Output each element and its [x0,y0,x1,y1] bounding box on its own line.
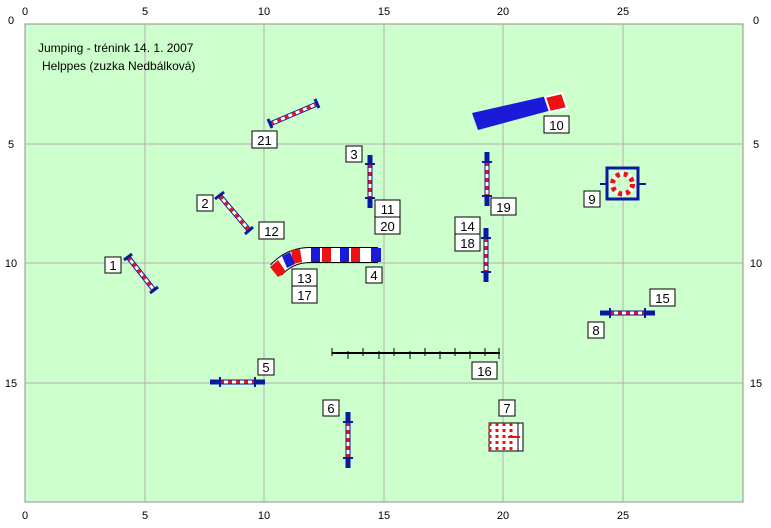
x-tick: 25 [617,510,629,522]
y-tick: 15 [5,378,17,390]
y-tick: 0 [8,15,14,27]
svg-text:19: 19 [496,200,510,215]
label-11: 11 [374,199,401,218]
y-tick: 0 [753,15,759,27]
label-13: 13 [291,268,318,287]
label-1: 1 [104,256,122,274]
label-8: 8 [587,321,605,339]
x-tick: 0 [22,510,28,522]
label-17: 17 [291,285,318,304]
label-18: 18 [454,233,481,252]
y-tick: 15 [750,378,762,390]
svg-text:17: 17 [297,288,311,303]
label-3: 3 [345,145,363,163]
jump-3 [365,155,375,208]
grid [25,24,743,502]
jump-19 [482,152,492,206]
course-title: Jumping - trénink 14. 1. 2007 [38,41,194,55]
label-14: 14 [454,216,481,235]
x-tick: 15 [378,510,390,522]
jump-14 [481,228,491,282]
jump-21 [266,98,321,129]
svg-text:1: 1 [109,258,116,273]
label-12: 12 [258,221,285,240]
y-axis-left: 0 5 10 15 [5,15,17,390]
svg-text:12: 12 [264,224,278,239]
label-9: 9 [583,190,601,208]
tunnel-4 [270,247,381,277]
chute-10 [472,91,569,130]
label-4: 4 [365,266,383,284]
label-6: 6 [322,399,340,417]
svg-text:3: 3 [350,147,357,162]
spread-jump-7 [488,422,524,452]
label-16: 16 [471,361,498,380]
jump-6 [343,412,353,468]
label-10: 10 [543,115,570,134]
y-tick: 5 [8,139,14,151]
x-tick: 20 [497,6,509,18]
y-tick: 5 [753,139,759,151]
label-20: 20 [374,216,401,235]
label-21: 21 [251,130,278,149]
label-19: 19 [490,197,517,216]
svg-text:20: 20 [380,219,394,234]
svg-text:10: 10 [549,118,563,133]
tyre-9 [600,166,646,201]
svg-text:8: 8 [592,323,599,338]
svg-text:21: 21 [257,133,271,148]
label-15: 15 [649,288,676,307]
label-5: 5 [257,358,275,376]
svg-text:16: 16 [477,364,491,379]
x-tick: 20 [497,510,509,522]
label-2: 2 [196,194,214,212]
x-tick: 25 [617,6,629,18]
svg-text:9: 9 [588,192,595,207]
svg-text:2: 2 [201,196,208,211]
svg-text:13: 13 [297,271,311,286]
y-axis-right: 0 5 10 15 [750,15,762,390]
jump-5 [210,377,265,387]
x-axis-top: 0 5 10 15 20 25 [22,6,629,18]
y-tick: 10 [5,258,17,270]
x-tick: 5 [142,510,148,522]
svg-text:6: 6 [327,401,334,416]
x-tick: 5 [142,6,148,18]
jump-1 [123,252,159,295]
svg-text:11: 11 [381,202,395,217]
label-7: 7 [498,399,516,417]
svg-text:14: 14 [460,219,474,234]
svg-text:7: 7 [503,401,510,416]
svg-text:18: 18 [460,236,474,251]
x-tick: 10 [258,510,270,522]
x-tick: 10 [258,6,270,18]
x-tick: 15 [378,6,390,18]
svg-text:5: 5 [262,360,269,375]
course-subtitle: Helppes (zuzka Nedbálková) [42,59,195,73]
svg-text:4: 4 [370,268,377,283]
x-axis-bottom: 0 5 10 15 20 25 [22,510,629,522]
svg-text:15: 15 [655,291,669,306]
x-tick: 0 [22,6,28,18]
jump-2 [214,190,254,236]
jump-8 [600,308,655,318]
y-tick: 10 [750,258,762,270]
dogwalk-16 [331,348,500,359]
